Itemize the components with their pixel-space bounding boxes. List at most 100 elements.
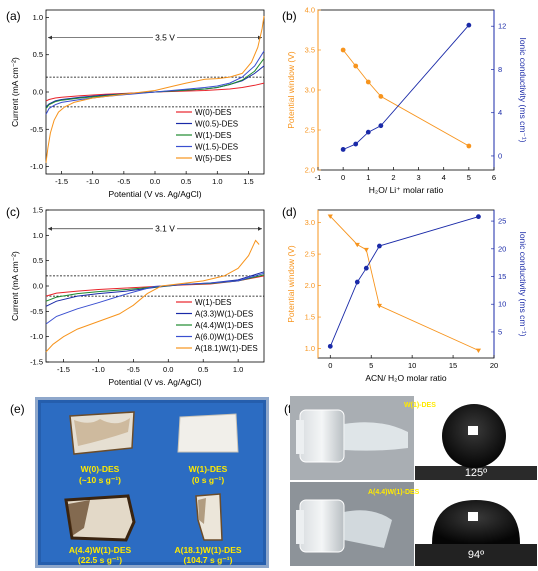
y-tick-label: -1.5 [30, 358, 43, 367]
sample-w0-rate: (~10 s g⁻¹) [79, 475, 121, 485]
data-point [353, 63, 359, 69]
x-tick-label: 20 [490, 361, 498, 370]
data-point [466, 143, 472, 149]
y-right-tick-label: 15 [498, 272, 506, 281]
y-right-tick-label: 25 [498, 217, 506, 226]
sample-a44-label: A(4.4)W(1)-DES [69, 545, 132, 555]
panel-label-b: (b) [282, 9, 297, 23]
cv-curve [45, 65, 265, 108]
y-left-tick-label: 1.0 [305, 344, 315, 353]
panel-label-c: (c) [6, 205, 20, 219]
y-left-tick-label: 3.5 [305, 46, 315, 55]
data-point [354, 242, 360, 248]
plot-frame [317, 209, 495, 359]
legend-label: W(1)-DES [195, 298, 231, 307]
panel-f-photo: (f) 125º 94º W(1)-DES A(4.4)W(1)-DES [284, 396, 537, 566]
x-tick-label: 6 [492, 173, 496, 182]
x-tick-label: 0.5 [198, 365, 208, 374]
x-tick-label: 1.0 [233, 365, 243, 374]
y-right-axis-label: Ionic conductivity (ms cm⁻¹) [518, 37, 528, 142]
y-right-tick-label: 0 [498, 151, 502, 160]
legend-label: A(6.0)W(1)-DES [195, 333, 253, 342]
photo-f-label-bottom: A(4.4)W(1)-DES [368, 489, 420, 496]
y-right-tick-label: 10 [498, 300, 506, 309]
x-tick-label: 4 [442, 173, 446, 182]
legend-label: W(5)-DES [195, 154, 231, 163]
y-left-axis-label: Potential window (V) [286, 245, 296, 323]
y-left-tick-label: 2.0 [305, 281, 315, 290]
x-tick-label: -1.5 [55, 177, 68, 186]
y-right-axis-label: Ionic conductivity (ms cm⁻¹) [518, 231, 528, 336]
x-tick-label: 2 [391, 173, 395, 182]
data-point [365, 129, 371, 135]
series-line [329, 215, 479, 351]
y-left-tick-label: 4.0 [305, 6, 315, 15]
y-tick-label: 1.5 [33, 206, 43, 215]
legend-label: A(3.3)W(1)-DES [195, 310, 253, 319]
data-point [378, 123, 384, 129]
droplet-top-angle: 125º [465, 467, 487, 479]
y-tick-label: -1.0 [30, 162, 43, 171]
x-tick-label: 0 [341, 173, 345, 182]
x-tick-label: -1 [315, 173, 322, 182]
legend-label: W(1)-DES [195, 131, 231, 140]
data-point [340, 147, 346, 152]
data-point [363, 247, 369, 253]
x-tick-label: 0.0 [150, 177, 160, 186]
y-tick-label: -1.0 [30, 332, 43, 341]
window-label-background [153, 222, 177, 234]
data-point [378, 94, 384, 99]
sample-w1-label: W(1)-DES [189, 464, 228, 474]
x-axis-label: ACN/ H₂O molar ratio [365, 373, 447, 383]
data-point [340, 47, 346, 53]
vial-bottom-cap [296, 510, 304, 544]
data-point [475, 348, 482, 354]
cv-curve [45, 272, 265, 325]
y-left-axis-label: Potential window (V) [286, 51, 296, 129]
x-tick-label: 1.0 [212, 177, 222, 186]
droplet-top-ground [415, 466, 537, 480]
data-point [327, 214, 333, 219]
y-right-tick-label: 12 [498, 22, 506, 31]
x-tick-label: 3 [416, 173, 420, 182]
y-tick-label: 0.0 [33, 88, 43, 97]
x-tick-label: 0.0 [163, 365, 173, 374]
panel-label-e: (e) [10, 402, 25, 416]
panel-label-f: (f) [284, 402, 295, 416]
vial-top-body [299, 409, 345, 463]
sample-w1-rate: (0 s g⁻¹) [192, 475, 225, 485]
legend-label: W(1.5)-DES [195, 143, 238, 152]
cv-curve [45, 239, 260, 353]
sample-w0-stain [74, 418, 130, 446]
droplet-bottom-ground [415, 544, 537, 566]
y-left-tick-label: 3.0 [305, 86, 315, 95]
data-point [363, 265, 369, 271]
x-tick-label: 15 [449, 361, 457, 370]
sample-a44-stain [68, 500, 90, 536]
x-tick-label: -1.5 [57, 365, 70, 374]
y-right-tick-label: 5 [498, 327, 502, 336]
x-tick-label: 0 [328, 361, 332, 370]
vial-top-cap [296, 420, 304, 454]
sample-w1-film [177, 413, 239, 453]
sample-a181-stain [198, 498, 206, 524]
y-axis-label: Current (mA cm⁻²) [10, 57, 20, 127]
sample-a181-rate: (104.7 s g⁻¹) [184, 555, 233, 565]
sample-a181-label: A(18.1)W(1)-DES [174, 545, 241, 555]
data-point [476, 214, 481, 220]
y-axis-label: Current (mA cm⁻²) [10, 251, 20, 321]
y-tick-label: 0.5 [33, 256, 43, 265]
panel-d: (d) 0 5 10 15 20 1.0 1.5 2.0 2.5 3.0 5 10 15 20 25 ACN/… [282, 205, 528, 383]
y-right-tick-label: 20 [498, 244, 506, 253]
y-tick-label: 0.0 [33, 282, 43, 291]
x-tick-label: 10 [408, 361, 416, 370]
y-left-tick-label: 2.5 [305, 126, 315, 135]
panel-c: (c) -1.5 -1.0 -0.5 0.0 0.5 1.0 -1.5 -1.0 -0.5 0.0… [6, 205, 265, 387]
x-axis-label: Potential (V vs. Ag/AgCl) [108, 189, 201, 199]
x-tick-label: 5 [369, 361, 373, 370]
window-label-background [153, 31, 177, 43]
series-line [342, 49, 470, 147]
vial-bottom-liquid [344, 510, 392, 548]
